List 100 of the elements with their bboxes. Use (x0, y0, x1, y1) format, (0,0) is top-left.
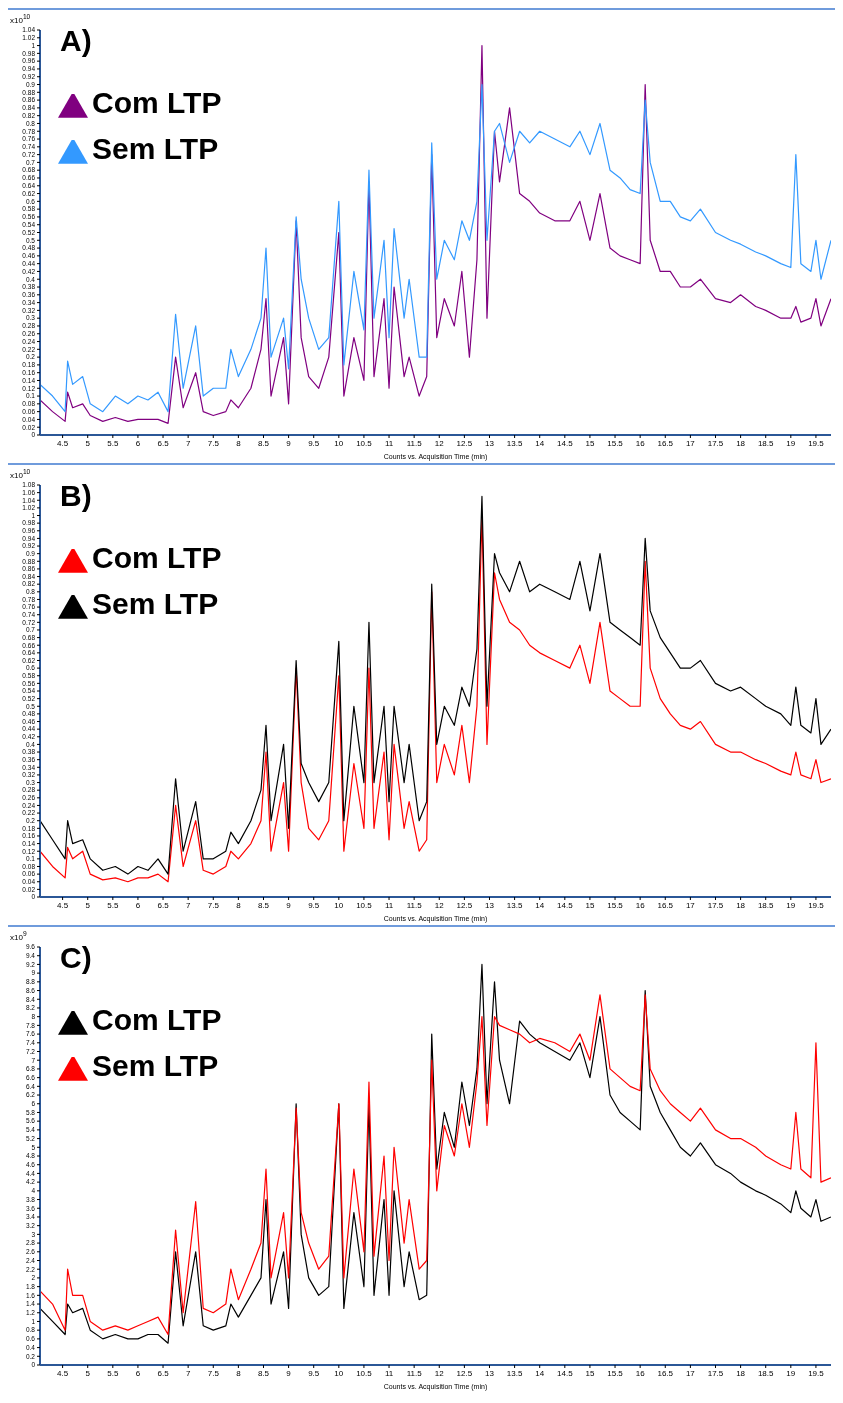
annotation: A) (60, 24, 92, 58)
legend-label: Sem LTP (92, 132, 219, 165)
x-tick-label: 12.5 (456, 1368, 473, 1378)
x-tick-label: 10 (334, 438, 344, 448)
x-tick-label: 11 (384, 900, 394, 910)
text: x10$^{9}$ (10, 929, 27, 944)
x-tick-label: 13 (485, 900, 495, 910)
x-tick-label: 6.5 (157, 1368, 170, 1378)
x-tick-label: 7.5 (207, 438, 220, 448)
text: x10$^{10}$ (10, 467, 31, 482)
x-tick-label: 12.5 (456, 438, 473, 448)
x-tick-label: 6.5 (157, 438, 170, 448)
x-tick-label: 7.5 (207, 900, 220, 910)
x-tick-label: 12 (434, 1368, 445, 1378)
x-tick-label: 18 (736, 438, 746, 448)
x-tick-label: 15 (585, 1368, 595, 1378)
x-tick-label: 17.5 (707, 1368, 724, 1378)
x-tick-label: 14.5 (557, 900, 574, 910)
x-tick-label: 13.5 (506, 900, 523, 910)
annotation: B) (60, 479, 92, 513)
legend-label: Sem LTP (92, 1049, 219, 1082)
annotation: C) (60, 941, 92, 975)
x-tick-label: 11 (384, 438, 394, 448)
text: x10$^{10}$ (10, 12, 31, 27)
x-tick-label: 5.5 (107, 438, 119, 448)
x-tick-label: 7.5 (207, 1368, 220, 1378)
legend-label: Com LTP (92, 86, 222, 119)
x-tick-label: 13.5 (506, 438, 523, 448)
x-tick-label: 7 (185, 438, 191, 448)
x-tick-label: 6 (135, 900, 141, 910)
x-tick-label: 9 (286, 1368, 292, 1378)
x-tick-label: 19.5 (808, 438, 825, 448)
x-tick-label: 5 (85, 1368, 91, 1378)
x-tick-label: 8 (236, 1368, 242, 1378)
x-tick-label: 11.5 (406, 900, 423, 910)
x-tick-label: 9.5 (308, 438, 320, 448)
x-tick-label: 16 (635, 1368, 646, 1378)
x-tick-label: 13 (485, 438, 495, 448)
x-tick-label: 5 (85, 900, 91, 910)
x-tick-label: 18 (736, 900, 746, 910)
x-tick-label: 12.5 (456, 900, 473, 910)
x-tick-label: 11.5 (406, 438, 423, 448)
x-tick-label: 15.5 (607, 438, 624, 448)
x-tick-label: 6 (135, 438, 141, 448)
x-tick-label: 6 (135, 1368, 141, 1378)
x-tick-label: 13.5 (506, 1368, 523, 1378)
x-tick-label: 18.5 (757, 1368, 775, 1378)
x-tick-label: 16.5 (657, 900, 674, 910)
x-tick-label: 18.5 (757, 438, 775, 448)
x-tick-label: 16 (635, 900, 646, 910)
x-tick-label: 5.5 (107, 900, 119, 910)
x-tick-label: 14.5 (557, 438, 574, 448)
x-tick-label: 8.5 (257, 438, 270, 448)
x-tick-label: 11.5 (406, 1368, 423, 1378)
x-tick-label: 4.5 (57, 438, 69, 448)
x-tick-label: 9.5 (308, 1368, 320, 1378)
x-tick-label: 10.5 (356, 900, 373, 910)
x-tick-label: 12 (434, 900, 445, 910)
x-tick-label: 5.5 (107, 1368, 119, 1378)
x-tick-label: 10 (334, 900, 344, 910)
x-tick-label: 14 (535, 1368, 545, 1378)
x-tick-label: 4.5 (57, 1368, 69, 1378)
x-tick-label: 14.5 (557, 1368, 574, 1378)
x-tick-label: 11 (384, 1368, 394, 1378)
x-tick-label: 7 (185, 900, 191, 910)
x-tick-label: 10 (334, 1368, 344, 1378)
x-tick-label: 8 (236, 900, 242, 910)
x-tick-label: 6.5 (157, 900, 170, 910)
x-tick-label: 17 (685, 1368, 696, 1378)
x-tick-label: 15.5 (607, 900, 624, 910)
x-tick-label: 9 (286, 900, 292, 910)
x-tick-label: 14 (535, 438, 545, 448)
x-tick-label: 13 (485, 1368, 495, 1378)
x-tick-label: 19 (786, 438, 796, 448)
x-tick-label: 19.5 (808, 900, 825, 910)
x-tick-label: 8 (236, 438, 242, 448)
x-tick-label: 9 (286, 438, 292, 448)
x-tick-label: 17.5 (707, 900, 724, 910)
x-tick-label: 10.5 (356, 438, 373, 448)
x-tick-label: 14 (535, 900, 545, 910)
x-tick-label: 18.5 (757, 900, 775, 910)
x-tick-label: 8.5 (257, 1368, 270, 1378)
x-tick-label: 4.5 (57, 900, 69, 910)
x-tick-label: 8.5 (257, 900, 270, 910)
x-tick-label: 19.5 (808, 1368, 825, 1378)
x-tick-label: 9.5 (308, 900, 320, 910)
x-tick-label: 17 (685, 438, 696, 448)
x-tick-label: 16 (635, 438, 646, 448)
x-tick-label: 19 (786, 1368, 796, 1378)
x-tick-label: 15.5 (607, 1368, 624, 1378)
x-tick-label: 17 (685, 900, 696, 910)
x-tick-label: 16.5 (657, 1368, 674, 1378)
legend-label: Com LTP (92, 541, 222, 574)
x-tick-label: 19 (786, 900, 796, 910)
x-tick-label: 18 (736, 1368, 746, 1378)
x-tick-label: 10.5 (356, 1368, 373, 1378)
legend-label: Sem LTP (92, 587, 219, 620)
x-tick-label: 16.5 (657, 438, 674, 448)
x-tick-label: 15 (585, 900, 595, 910)
x-tick-label: 5 (85, 438, 91, 448)
